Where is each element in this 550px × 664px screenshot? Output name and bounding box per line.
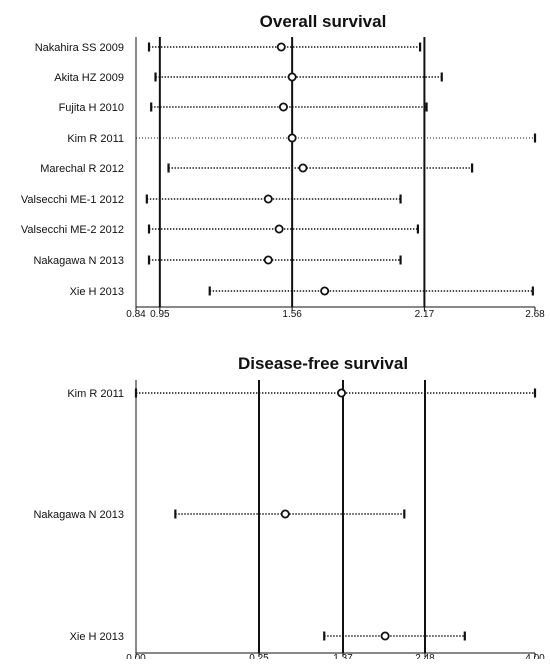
study-label: Valsecchi ME-2 2012: [21, 224, 124, 236]
x-tick-label: 1.56: [282, 309, 302, 320]
x-tick-label: 0.00: [126, 653, 146, 659]
study-label: Valsecchi ME-1 2012: [21, 194, 124, 206]
study-label: Xie H 2013: [70, 631, 124, 643]
study-label: Nakagawa N 2013: [33, 509, 124, 521]
x-tick-label: 0.84: [126, 309, 146, 320]
x-tick-label: 0.25: [249, 653, 269, 659]
point-estimate-marker: [263, 255, 273, 265]
x-tick-label: 2.17: [415, 309, 435, 320]
disease-free-survival-panel: Disease-free survival 0.00 0.25 1.37 2.48 4.…: [33, 354, 545, 664]
study-label: Akita HZ 2009: [54, 72, 124, 84]
point-estimate-marker: [263, 194, 273, 204]
point-estimate-marker: [274, 224, 284, 234]
study-label: Nakagawa N 2013: [33, 255, 124, 267]
x-tick-label: 1.37: [333, 653, 353, 659]
x-tick-label: 0.95: [150, 309, 170, 320]
study-label: Fujita H 2010: [59, 102, 124, 114]
study-label: Marechal R 2012: [40, 163, 124, 175]
point-estimate-marker: [276, 42, 286, 52]
point-estimate-marker: [287, 72, 297, 82]
x-tick-label: 2.68: [525, 309, 545, 320]
point-estimate-marker: [287, 133, 297, 143]
overall-survival-title: Overall survival: [260, 12, 387, 31]
point-estimate-marker: [320, 286, 330, 296]
point-estimate-marker: [278, 102, 288, 112]
disease-free-survival-title: Disease-free survival: [238, 354, 408, 373]
overall-survival-panel: Overall survival 0.84 0.95 1.56 2.17 2.68 Nak…: [21, 12, 545, 320]
x-tick-label: 4.00: [525, 653, 545, 659]
study-label: Xie H 2013: [70, 286, 124, 298]
study-label: Nakahira SS 2009: [35, 42, 124, 54]
study-label: Kim R 2011: [67, 388, 124, 400]
point-estimate-marker: [336, 388, 346, 398]
study-label: Kim R 2011: [67, 133, 124, 145]
x-tick-label: 2.48: [415, 653, 435, 659]
point-estimate-marker: [298, 163, 308, 173]
point-estimate-marker: [380, 631, 390, 641]
point-estimate-marker: [280, 509, 290, 519]
